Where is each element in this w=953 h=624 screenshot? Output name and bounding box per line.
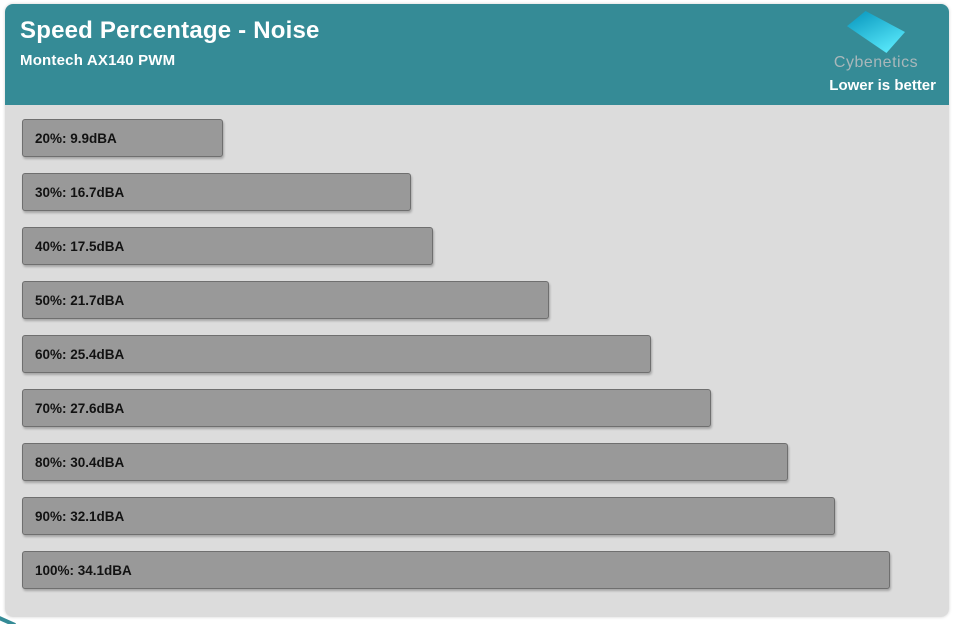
bar-50%: 50%: 21.7dBA [22,281,549,319]
bar-20%: 20%: 9.9dBA [22,119,224,157]
bar-label: 40%: 17.5dBA [35,238,125,254]
bar-label: 20%: 9.9dBA [35,130,117,146]
brand-name: Cybenetics [833,54,919,71]
bar-label: 100%: 34.1dBA [35,562,132,578]
bar-label: 50%: 21.7dBA [35,292,125,308]
bar-label: 60%: 25.4dBA [35,346,125,362]
bar-label: 90%: 32.1dBA [35,508,125,524]
brand-block: Cybenetics Lower is better [816,11,936,94]
bar-80%: 80%: 30.4dBA [22,443,789,481]
bar-label: 70%: 27.6dBA [35,400,125,416]
bar-60%: 60%: 25.4dBA [22,335,651,373]
chart-header: Speed Percentage - Noise Montech AX140 P… [5,4,949,105]
chart-title: Speed Percentage - Noise [20,17,320,44]
bar-90%: 90%: 32.1dBA [22,497,836,535]
chart-card: Speed Percentage - Noise Montech AX140 P… [5,4,949,617]
chart-subtitle: Montech AX140 PWM [20,52,176,69]
bar-label: 80%: 30.4dBA [35,454,125,470]
bar-70%: 70%: 27.6dBA [22,389,712,427]
bar-100%: 100%: 34.1dBA [22,551,891,589]
lower-is-better-note: Lower is better [829,77,936,94]
cybenetics-logo-icon [847,11,905,53]
header-titles: Speed Percentage - Noise Montech AX140 P… [20,17,935,69]
bar-label: 30%: 16.7dBA [35,184,125,200]
bar-chart: 20%: 9.9dBA 30%: 16.7dBA 40%: 17.5dBA 50%: … [5,105,949,617]
bar-40%: 40%: 17.5dBA [22,227,433,265]
bar-30%: 30%: 16.7dBA [22,173,411,211]
